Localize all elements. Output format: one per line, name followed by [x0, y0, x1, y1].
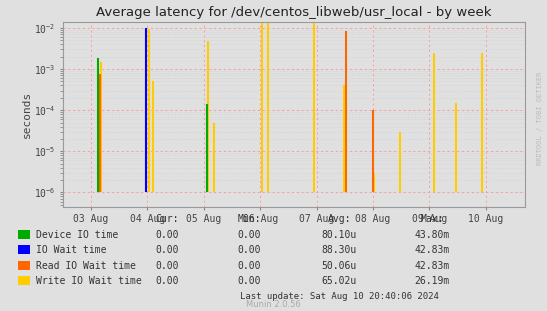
Text: 43.80m: 43.80m [415, 230, 450, 240]
Text: 42.83m: 42.83m [415, 261, 450, 271]
Text: Read IO Wait time: Read IO Wait time [36, 261, 136, 271]
Text: Avg:: Avg: [328, 214, 351, 224]
Text: 0.00: 0.00 [237, 230, 260, 240]
Text: IO Wait time: IO Wait time [36, 245, 106, 255]
Text: 88.30u: 88.30u [322, 245, 357, 255]
Text: 0.00: 0.00 [155, 261, 178, 271]
Text: 0.00: 0.00 [237, 245, 260, 255]
Title: Average latency for /dev/centos_libweb/usr_local - by week: Average latency for /dev/centos_libweb/u… [96, 6, 492, 19]
Text: 0.00: 0.00 [237, 261, 260, 271]
Y-axis label: seconds: seconds [22, 91, 32, 138]
Text: 0.00: 0.00 [155, 276, 178, 286]
Text: RRDTOOL / TOBI OETIKER: RRDTOOL / TOBI OETIKER [537, 72, 543, 165]
Text: 26.19m: 26.19m [415, 276, 450, 286]
Text: 42.83m: 42.83m [415, 245, 450, 255]
Text: 80.10u: 80.10u [322, 230, 357, 240]
Text: 65.02u: 65.02u [322, 276, 357, 286]
Text: Cur:: Cur: [155, 214, 178, 224]
Text: 0.00: 0.00 [155, 245, 178, 255]
Text: Max:: Max: [421, 214, 444, 224]
Text: 0.00: 0.00 [237, 276, 260, 286]
Text: 0.00: 0.00 [155, 230, 178, 240]
Text: 50.06u: 50.06u [322, 261, 357, 271]
Text: Munin 2.0.56: Munin 2.0.56 [246, 299, 301, 309]
Text: Min:: Min: [237, 214, 260, 224]
Text: Write IO Wait time: Write IO Wait time [36, 276, 141, 286]
Text: Last update: Sat Aug 10 20:40:06 2024: Last update: Sat Aug 10 20:40:06 2024 [240, 292, 439, 300]
Text: Device IO time: Device IO time [36, 230, 118, 240]
